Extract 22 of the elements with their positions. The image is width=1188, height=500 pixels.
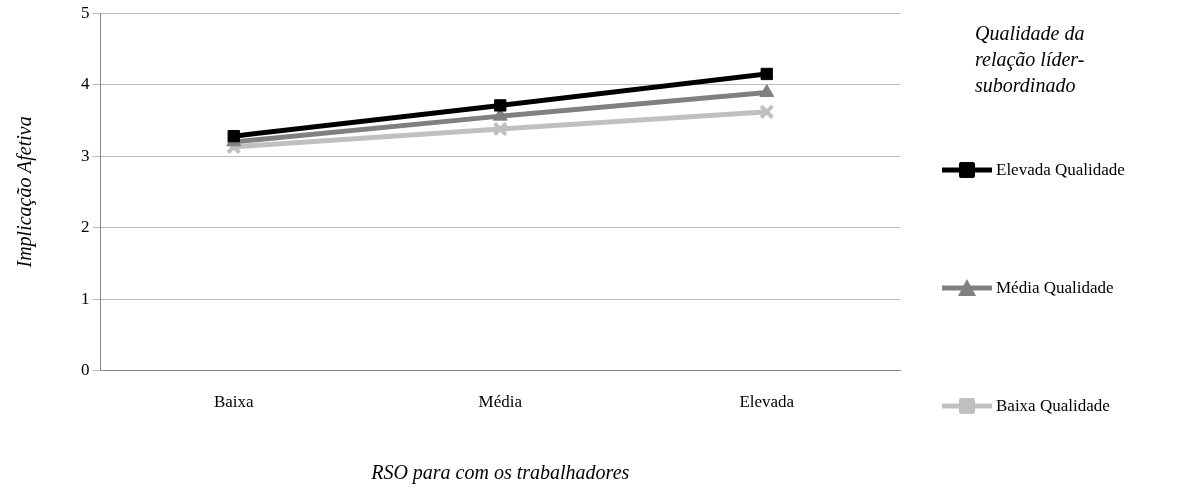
point bbox=[227, 129, 240, 143]
y-tick-label: 3 bbox=[81, 145, 90, 165]
point bbox=[226, 139, 242, 155]
legend-label: Baixa Qualidade bbox=[996, 396, 1110, 416]
x-axis-title: RSO para com os trabalhadores bbox=[370, 461, 630, 485]
legend-title: Qualidade da relação líder-subordinado bbox=[975, 21, 1086, 98]
legend-label: Elevada Qualidade bbox=[996, 160, 1125, 180]
x-tick-label: Elevada bbox=[739, 392, 795, 412]
y-tick-label: 4 bbox=[81, 74, 90, 94]
point bbox=[492, 121, 508, 137]
x-tick-label: Média bbox=[478, 392, 523, 412]
x-tick-label: Baixa bbox=[213, 392, 255, 412]
y-tick-label: 2 bbox=[81, 217, 90, 237]
point bbox=[494, 99, 507, 112]
y-tick-label: 0 bbox=[81, 360, 90, 380]
legend-label: Média Qualidade bbox=[996, 278, 1114, 298]
point bbox=[759, 84, 775, 98]
point bbox=[759, 104, 775, 120]
point bbox=[760, 67, 773, 81]
y-tick-label: 1 bbox=[81, 288, 90, 308]
y-tick-label: 5 bbox=[81, 2, 90, 22]
y-axis-title: Implicação Afetiva bbox=[13, 116, 37, 269]
